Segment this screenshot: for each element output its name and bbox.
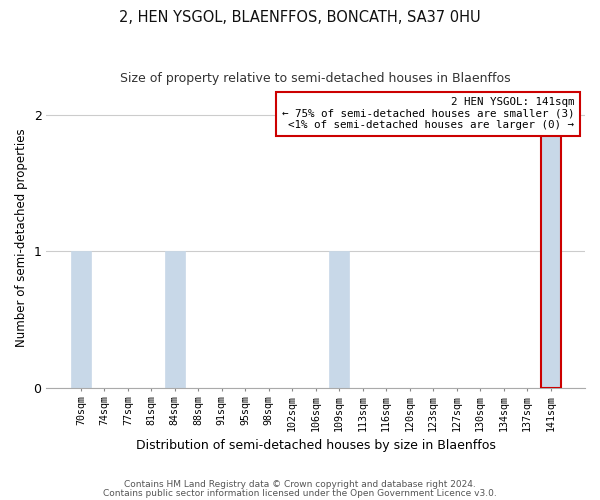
Y-axis label: Number of semi-detached properties: Number of semi-detached properties [15,128,28,347]
Text: 2 HEN YSGOL: 141sqm
← 75% of semi-detached houses are smaller (3)
<1% of semi-de: 2 HEN YSGOL: 141sqm ← 75% of semi-detach… [282,97,574,130]
Text: 2, HEN YSGOL, BLAENFFOS, BONCATH, SA37 0HU: 2, HEN YSGOL, BLAENFFOS, BONCATH, SA37 0… [119,10,481,25]
X-axis label: Distribution of semi-detached houses by size in Blaenffos: Distribution of semi-detached houses by … [136,440,496,452]
Bar [541,116,560,388]
Bar [329,252,349,388]
Bar [165,252,185,388]
Bar [541,116,560,388]
Text: Contains HM Land Registry data © Crown copyright and database right 2024.: Contains HM Land Registry data © Crown c… [124,480,476,489]
Bar [71,252,91,388]
Text: Contains public sector information licensed under the Open Government Licence v3: Contains public sector information licen… [103,490,497,498]
Title: Size of property relative to semi-detached houses in Blaenffos: Size of property relative to semi-detach… [121,72,511,86]
